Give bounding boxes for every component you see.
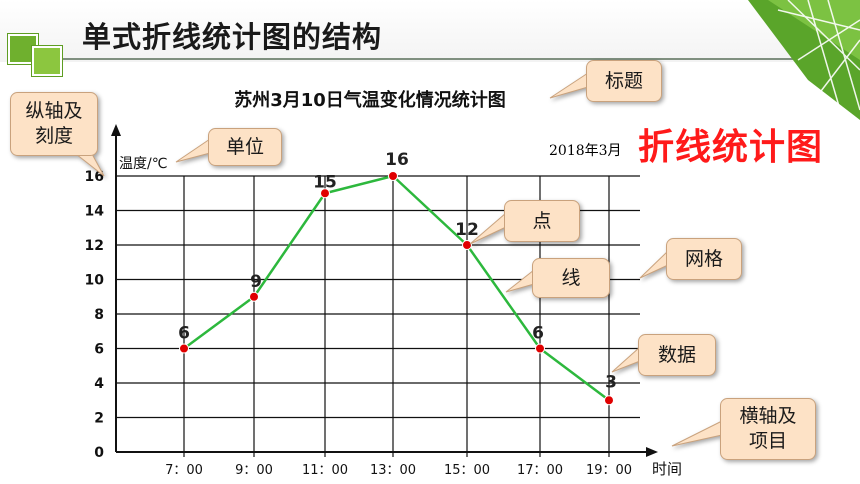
data-label: 12 xyxy=(455,220,479,240)
y-tick-label: 2 xyxy=(94,411,104,427)
data-point xyxy=(535,343,545,354)
y-tick-label: 14 xyxy=(85,204,105,220)
x-tick-label: 19：00 xyxy=(586,463,632,478)
x-tick-label: 13：00 xyxy=(370,463,416,478)
callout-line: 线 xyxy=(505,258,610,298)
green-square-icon xyxy=(32,46,62,76)
callout-box xyxy=(208,128,282,166)
callout-line-text: 线 xyxy=(561,266,581,289)
callout-shape xyxy=(175,128,282,166)
y-axis-label: 温度/℃ xyxy=(119,156,167,172)
y-tick-label: 0 xyxy=(94,445,104,461)
callout-box xyxy=(586,60,662,102)
data-labels: 6 9 15 16 12 6 3 xyxy=(178,150,617,392)
data-point xyxy=(388,171,398,181)
data-label: 3 xyxy=(605,372,617,392)
callout-grid-text: 网格 xyxy=(684,247,723,270)
callout-point-text: 点 xyxy=(532,209,552,232)
callout-box xyxy=(504,200,580,242)
data-label: 15 xyxy=(313,172,337,192)
callout-shape xyxy=(469,200,580,245)
data-point xyxy=(462,240,472,250)
data-label: 6 xyxy=(178,324,190,344)
data-label: 16 xyxy=(385,150,409,170)
y-tick-label: 16 xyxy=(85,169,104,185)
x-tick-label: 15：00 xyxy=(444,463,490,478)
callout-data-text: 数据 xyxy=(657,343,696,366)
callout-grid: 网格 xyxy=(639,238,742,280)
date-note: 2018年3月 xyxy=(549,143,622,159)
callout-box xyxy=(720,398,816,460)
data-point xyxy=(320,188,330,199)
y-tick-label: 6 xyxy=(94,342,104,358)
chart-axes xyxy=(111,124,658,457)
y-tick-label: 4 xyxy=(94,376,104,392)
callout-shape xyxy=(10,92,105,177)
callout-box xyxy=(666,238,742,280)
x-tick-label: 17：00 xyxy=(517,463,563,478)
chart-title: 苏州3月10日气温变化情况统计图 xyxy=(234,89,506,111)
data-point xyxy=(179,343,189,354)
callout-shape xyxy=(671,398,816,460)
x-tick-label: 11：00 xyxy=(302,463,348,478)
callout-title: 标题 xyxy=(549,60,662,102)
y-tick-label: 8 xyxy=(94,307,104,323)
callout-x-axis-text: 横轴及 项目 xyxy=(739,405,797,452)
callout-data: 数据 xyxy=(611,334,716,376)
callout-unit: 单位 xyxy=(175,128,282,166)
corner-decoration xyxy=(748,0,860,120)
header-divider xyxy=(62,58,860,60)
callout-x-axis: 横轴及 项目 xyxy=(671,398,816,460)
big-caption: 折线统计图 xyxy=(638,127,824,168)
y-axis-arrow xyxy=(111,124,121,136)
y-tick-label: 10 xyxy=(85,273,105,289)
header-bar xyxy=(0,0,860,62)
callout-y-axis: 纵轴及 刻度 xyxy=(10,92,105,177)
x-axis-arrow xyxy=(646,447,658,457)
x-axis-label: 时间 xyxy=(652,460,682,478)
x-tick-label: 7：00 xyxy=(165,463,203,478)
callout-box xyxy=(638,334,716,376)
data-label: 9 xyxy=(250,272,262,292)
callout-point: 点 xyxy=(469,200,580,245)
callout-box xyxy=(532,258,610,298)
x-tick-labels: 7：00 9：00 11：00 13：00 15：00 17：00 19：00 xyxy=(165,463,632,478)
callout-shape xyxy=(611,334,716,376)
x-tick-label: 9：00 xyxy=(235,463,273,478)
callout-shape xyxy=(549,60,662,102)
callout-shape xyxy=(505,258,610,298)
data-point xyxy=(249,291,259,302)
data-points xyxy=(179,171,614,406)
callout-y-axis-text: 纵轴及 刻度 xyxy=(25,100,83,147)
y-tick-labels: 0 2 4 6 8 10 12 14 16 xyxy=(85,169,105,461)
callout-box xyxy=(10,92,98,156)
callout-title-text: 标题 xyxy=(604,69,643,92)
data-label: 6 xyxy=(532,324,544,344)
page-title: 单式折线统计图的结构 xyxy=(82,20,383,54)
callout-unit-text: 单位 xyxy=(225,135,264,158)
data-point xyxy=(604,395,614,406)
callout-shape xyxy=(639,238,742,280)
y-tick-label: 12 xyxy=(85,238,104,254)
